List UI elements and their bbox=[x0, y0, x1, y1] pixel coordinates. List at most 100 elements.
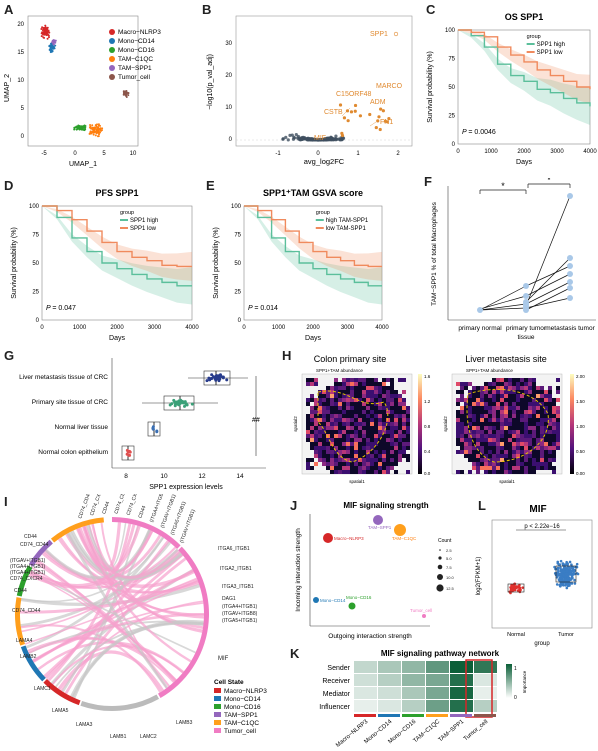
spatial-spot bbox=[492, 446, 496, 450]
spatial-spot bbox=[326, 458, 330, 462]
spatial-spot bbox=[354, 438, 358, 442]
km-xtick: 3000 bbox=[341, 325, 355, 331]
l-point bbox=[521, 586, 525, 589]
spatial-spot bbox=[540, 418, 544, 422]
l-point bbox=[518, 587, 522, 591]
volcano-point bbox=[379, 107, 383, 111]
spatial-spot bbox=[350, 446, 354, 450]
spatial-spot bbox=[362, 446, 366, 450]
spatial-spot bbox=[354, 390, 358, 394]
spatial-spot bbox=[540, 458, 544, 462]
spatial-spot bbox=[394, 454, 398, 458]
spatial-spot bbox=[386, 450, 390, 454]
umap-point bbox=[96, 123, 99, 126]
chord-label: CD44 bbox=[101, 501, 111, 515]
spatial-spot bbox=[496, 450, 500, 454]
umap-point bbox=[43, 36, 46, 39]
umap-ytick: 15 bbox=[17, 50, 24, 56]
panel-label-b: B bbox=[202, 2, 212, 17]
spatial-spot bbox=[492, 470, 496, 474]
spatial-spot bbox=[540, 426, 544, 430]
spatial-spot bbox=[516, 378, 520, 382]
l-point bbox=[566, 584, 570, 588]
spatial-spot bbox=[460, 382, 464, 386]
umap-xtick: 0 bbox=[73, 151, 77, 157]
spatial-spot bbox=[358, 458, 362, 462]
spatial-spot bbox=[504, 390, 508, 394]
spatial-spot bbox=[322, 394, 326, 398]
spatial-spot bbox=[382, 442, 386, 446]
umap-point bbox=[51, 40, 54, 43]
spatial-spot bbox=[500, 386, 504, 390]
spatial-spot bbox=[524, 446, 528, 450]
spatial-spot bbox=[366, 442, 370, 446]
spatial-spot bbox=[556, 430, 560, 434]
spatial-spot bbox=[374, 410, 378, 414]
spatial-spot bbox=[532, 414, 536, 418]
spatial-spot bbox=[512, 390, 516, 394]
l-point bbox=[566, 572, 569, 576]
spatial-spot bbox=[496, 438, 500, 442]
spatial-spot bbox=[508, 394, 512, 398]
k-cell bbox=[450, 674, 473, 686]
chord-legend-item: Tumor_cell bbox=[224, 728, 256, 735]
spatial-spot bbox=[362, 410, 366, 414]
spatial-spot bbox=[406, 430, 410, 434]
spatial-spot bbox=[314, 462, 318, 466]
spatial-spot bbox=[480, 386, 484, 390]
spatial-spot bbox=[354, 402, 358, 406]
spatial-spot bbox=[382, 450, 386, 454]
spatial-spot bbox=[378, 470, 382, 474]
spatial-spot bbox=[540, 398, 544, 402]
volcano-plot: −log10(p_val_adj) avg_log2FC -1 0 1 2 0 … bbox=[207, 15, 413, 166]
spatial-spot bbox=[390, 406, 394, 410]
spatial-spot bbox=[366, 398, 370, 402]
km-ytick: 25 bbox=[32, 290, 39, 296]
spatial-spot bbox=[512, 446, 516, 450]
umap-xlabel: UMAP_1 bbox=[69, 161, 97, 168]
spatial-spot bbox=[350, 402, 354, 406]
spatial-spot bbox=[386, 406, 390, 410]
g-point bbox=[173, 400, 177, 404]
panel-label-c: C bbox=[426, 2, 436, 17]
km-ytick: 25 bbox=[234, 290, 241, 296]
spatial-spot bbox=[504, 438, 508, 442]
spatial-spot bbox=[390, 386, 394, 390]
spatial-spot bbox=[386, 398, 390, 402]
spatial-spot bbox=[334, 438, 338, 442]
l-point bbox=[558, 577, 562, 580]
l-point bbox=[564, 584, 567, 587]
spatial-spot bbox=[464, 410, 468, 414]
spatial-spot bbox=[342, 458, 346, 462]
spatial-spot bbox=[520, 470, 524, 474]
chord-link bbox=[100, 522, 203, 633]
g-point bbox=[217, 376, 221, 380]
spatial-spot bbox=[386, 442, 390, 446]
spatial-spot bbox=[520, 418, 524, 422]
spatial-spot bbox=[480, 466, 484, 470]
spatial-spot bbox=[476, 426, 480, 430]
spatial-spot bbox=[362, 406, 366, 410]
spatial-spot bbox=[310, 382, 314, 386]
spatial-spot bbox=[338, 414, 342, 418]
umap-xtick: 5 bbox=[102, 151, 106, 157]
spatial-spot bbox=[468, 426, 472, 430]
volcano-xtick: -1 bbox=[275, 151, 281, 157]
spatial-spot bbox=[552, 470, 556, 474]
volcano-xtick: 2 bbox=[396, 151, 400, 157]
spatial-spot bbox=[382, 466, 386, 470]
km-ytick: 100 bbox=[231, 204, 242, 210]
spatial-spot bbox=[382, 422, 386, 426]
volcano-ylabel: −log10(p_val_adj) bbox=[207, 54, 214, 110]
spatial-spot bbox=[322, 398, 326, 402]
spatial-spot bbox=[370, 458, 374, 462]
spatial-spot bbox=[366, 414, 370, 418]
spatial-spot bbox=[366, 430, 370, 434]
spatial-spot bbox=[374, 390, 378, 394]
spatial-spot bbox=[468, 450, 472, 454]
chord-legend-item: Mono−CD16 bbox=[224, 704, 261, 711]
spatial-spot bbox=[358, 382, 362, 386]
l-point bbox=[559, 569, 563, 573]
spatial-spot bbox=[334, 470, 338, 474]
spatial-spot bbox=[310, 458, 314, 462]
